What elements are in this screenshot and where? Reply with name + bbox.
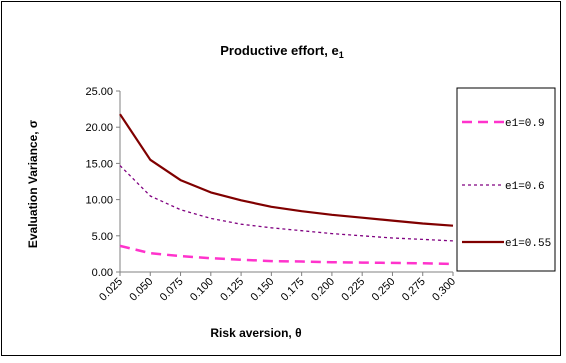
legend-label: e1=0.9 [505,118,545,130]
x-tick-label: 0.025 [97,276,125,304]
x-tick-label: 0.225 [339,276,367,304]
y-tick-label: 20.00 [85,122,113,134]
x-tick-label: 0.175 [279,276,307,304]
legend: e1=0.9 e1=0.6 e1=0.55 [462,118,551,250]
series-line-e1-0-9 [119,244,454,266]
y-axis-ticks: 0.00 5.00 10.00 15.00 20.00 25.00 [85,86,120,279]
x-tick-label: 0.125 [218,276,246,304]
y-tick-label: 25.00 [85,86,113,98]
y-axis-title: Evaluation Variance, σ [26,120,40,248]
x-axis-ticks: 0.025 0.050 0.075 0.100 0.125 0.150 0.175 0.200… [97,272,458,304]
x-tick-label: 0.075 [158,276,186,304]
x-tick-label: 0.150 [249,276,277,304]
x-tick-label: 0.200 [309,276,337,304]
y-tick-label: 0.00 [92,267,113,279]
y-tick-label: 10.00 [85,195,113,207]
series-lines [119,113,454,266]
legend-label: e1=0.55 [505,238,551,250]
y-tick-label: 5.00 [92,231,113,243]
series-line-e1-0-55 [119,113,454,227]
chart-title: Productive effort, e1 [220,43,343,60]
series-line-e1-0-6 [119,165,454,242]
chart: Productive effort, e1 Evaluation Varianc… [26,43,556,340]
x-axis-title: Risk aversion, θ [210,326,301,340]
x-tick-label: 0.275 [400,276,428,304]
x-tick-label: 0.100 [188,276,216,304]
legend-box [456,87,556,272]
legend-label: e1=0.6 [505,181,545,193]
y-tick-label: 15.00 [85,158,113,170]
chart-frame: Productive effort, e1 Evaluation Varianc… [1,1,561,356]
x-tick-label: 0.050 [127,276,155,304]
x-tick-label: 0.300 [430,276,458,304]
x-tick-label: 0.250 [370,276,398,304]
